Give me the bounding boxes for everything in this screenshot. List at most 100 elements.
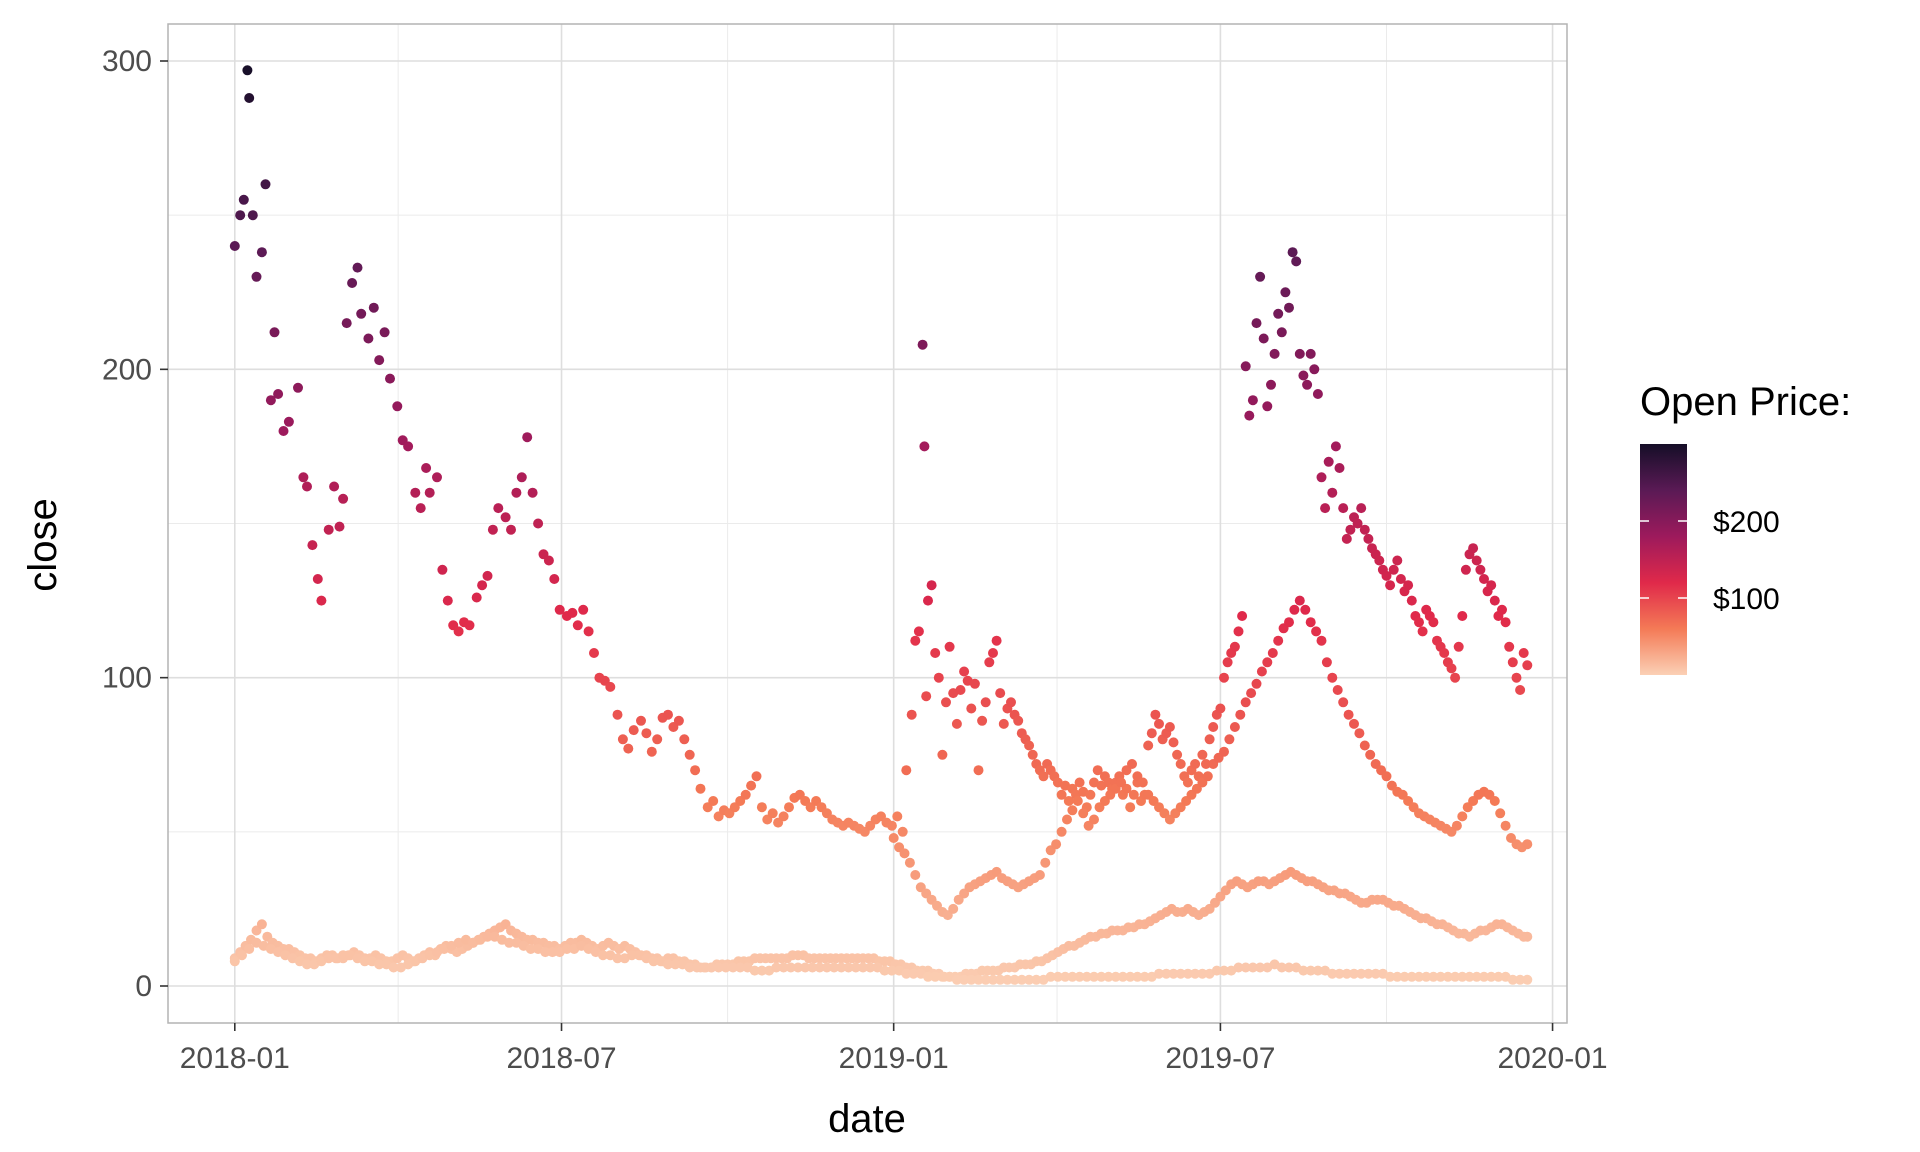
data-point: [238, 194, 249, 205]
data-point: [1125, 802, 1136, 813]
data-point: [1006, 697, 1016, 708]
data-point: [977, 715, 988, 726]
data-point: [699, 962, 710, 973]
data-point: [652, 734, 663, 745]
data-point: [1321, 657, 1332, 668]
x-tick-label: 2018-01: [180, 1042, 290, 1075]
data-point: [1078, 808, 1089, 819]
data-point: [663, 709, 673, 720]
data-point: [323, 953, 334, 964]
data-point: [352, 262, 363, 273]
data-point: [547, 947, 558, 958]
data-point: [901, 765, 912, 776]
data-point: [648, 956, 659, 967]
data-point: [1359, 524, 1370, 535]
data-point: [506, 524, 516, 535]
data-point: [626, 950, 637, 961]
data-point: [1092, 765, 1103, 776]
data-point: [966, 703, 977, 714]
data-point: [415, 503, 426, 514]
data-point: [1294, 348, 1305, 359]
data-point: [904, 857, 915, 868]
data-point: [980, 974, 991, 985]
data-point: [471, 592, 482, 603]
legend: Open Price: $200 $100: [1640, 380, 1851, 675]
data-point: [1013, 715, 1024, 726]
data-point: [589, 648, 599, 658]
data-point: [1255, 271, 1266, 282]
data-point: [312, 574, 323, 584]
data-point: [908, 968, 919, 979]
data-point: [1414, 617, 1424, 628]
data-point: [1359, 740, 1370, 751]
data-point: [684, 749, 695, 760]
data-point: [829, 962, 840, 973]
data-point: [256, 247, 267, 258]
data-point: [1074, 777, 1085, 788]
data-point: [1300, 604, 1311, 615]
data-point: [959, 666, 970, 677]
data-point: [746, 780, 757, 791]
data-point: [617, 734, 628, 745]
data-point: [1081, 971, 1092, 982]
x-tick-label: 2018-07: [506, 1042, 616, 1075]
data-point: [636, 715, 646, 726]
data-point: [1471, 555, 1482, 566]
data-point: [504, 937, 515, 948]
data-point: [338, 950, 349, 961]
data-point: [1363, 968, 1374, 979]
data-point: [1251, 678, 1262, 689]
data-point: [1457, 611, 1468, 621]
data-point: [237, 950, 247, 961]
data-point: [1392, 971, 1403, 982]
data-point: [1323, 456, 1334, 467]
data-point: [1128, 789, 1139, 800]
x-axis: 2018-01 2018-07 2019-01 2019-07 2020-01: [180, 1023, 1608, 1075]
data-point: [1442, 971, 1453, 982]
data-point: [1370, 968, 1381, 979]
data-point: [1515, 685, 1526, 695]
data-point: [368, 302, 379, 313]
data-point: [1356, 503, 1367, 514]
data-point: [598, 950, 608, 961]
data-point: [1511, 672, 1522, 683]
data-point: [1341, 968, 1352, 979]
data-point: [229, 241, 240, 251]
data-point: [684, 962, 695, 973]
data-point: [850, 962, 861, 973]
data-point: [1381, 771, 1392, 782]
data-point: [1489, 796, 1500, 806]
data-point: [1504, 641, 1515, 652]
data-point: [527, 487, 538, 498]
data-point: [1164, 722, 1175, 732]
data-point: [1045, 971, 1056, 982]
data-point: [1062, 814, 1072, 825]
data-point: [578, 604, 589, 615]
data-point: [1320, 503, 1331, 514]
data-points: [229, 65, 1533, 985]
data-point: [1038, 771, 1049, 782]
x-tick-label: 2020-01: [1498, 1042, 1608, 1075]
data-point: [1334, 463, 1345, 473]
data-point: [1294, 595, 1305, 606]
data-point: [1374, 555, 1385, 566]
data-point: [778, 811, 789, 822]
data-point: [951, 718, 962, 729]
data-point: [1219, 746, 1229, 757]
data-point: [1040, 857, 1051, 868]
data-point: [917, 339, 928, 350]
data-point: [1522, 660, 1533, 671]
data-point: [410, 487, 421, 498]
data-point: [1284, 617, 1294, 628]
data-point: [926, 580, 937, 591]
data-point: [1197, 749, 1208, 760]
x-tick-label: 2019-07: [1165, 1042, 1275, 1075]
data-point: [646, 746, 657, 757]
x-axis-title: date: [828, 1097, 906, 1141]
data-point: [1056, 789, 1067, 800]
data-point: [785, 962, 796, 973]
data-point: [735, 962, 746, 973]
data-point: [1139, 971, 1150, 982]
data-point: [778, 962, 789, 973]
data-point: [771, 962, 782, 973]
